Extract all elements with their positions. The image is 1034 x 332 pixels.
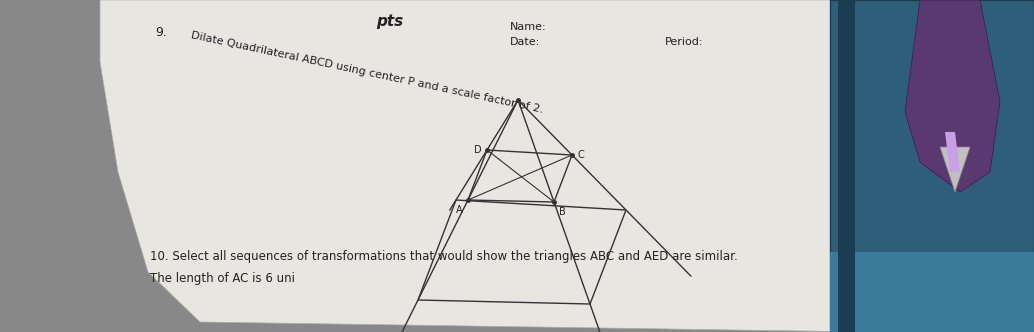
Polygon shape (838, 0, 855, 332)
Text: C: C (577, 150, 584, 160)
Text: pts: pts (376, 14, 403, 29)
Text: Name:: Name: (510, 22, 547, 32)
Polygon shape (100, 0, 870, 332)
Polygon shape (905, 0, 1000, 192)
Text: 10. Select all sequences of transformations that would show the triangles ABC an: 10. Select all sequences of transformati… (150, 250, 737, 263)
Text: D: D (475, 145, 482, 155)
Polygon shape (940, 147, 970, 192)
Text: B: B (559, 207, 566, 217)
Text: 9.: 9. (155, 26, 166, 39)
Text: Period:: Period: (665, 37, 703, 47)
Polygon shape (830, 0, 1034, 332)
Text: Dilate Quadrilateral ABCD using center P and a scale factor of 2.: Dilate Quadrilateral ABCD using center P… (190, 30, 544, 115)
Text: The length of AC is 6 uni: The length of AC is 6 uni (150, 272, 295, 285)
Polygon shape (830, 0, 870, 332)
Text: Date:: Date: (510, 37, 540, 47)
Polygon shape (945, 132, 960, 172)
Polygon shape (830, 252, 1034, 332)
Text: A: A (456, 205, 463, 215)
